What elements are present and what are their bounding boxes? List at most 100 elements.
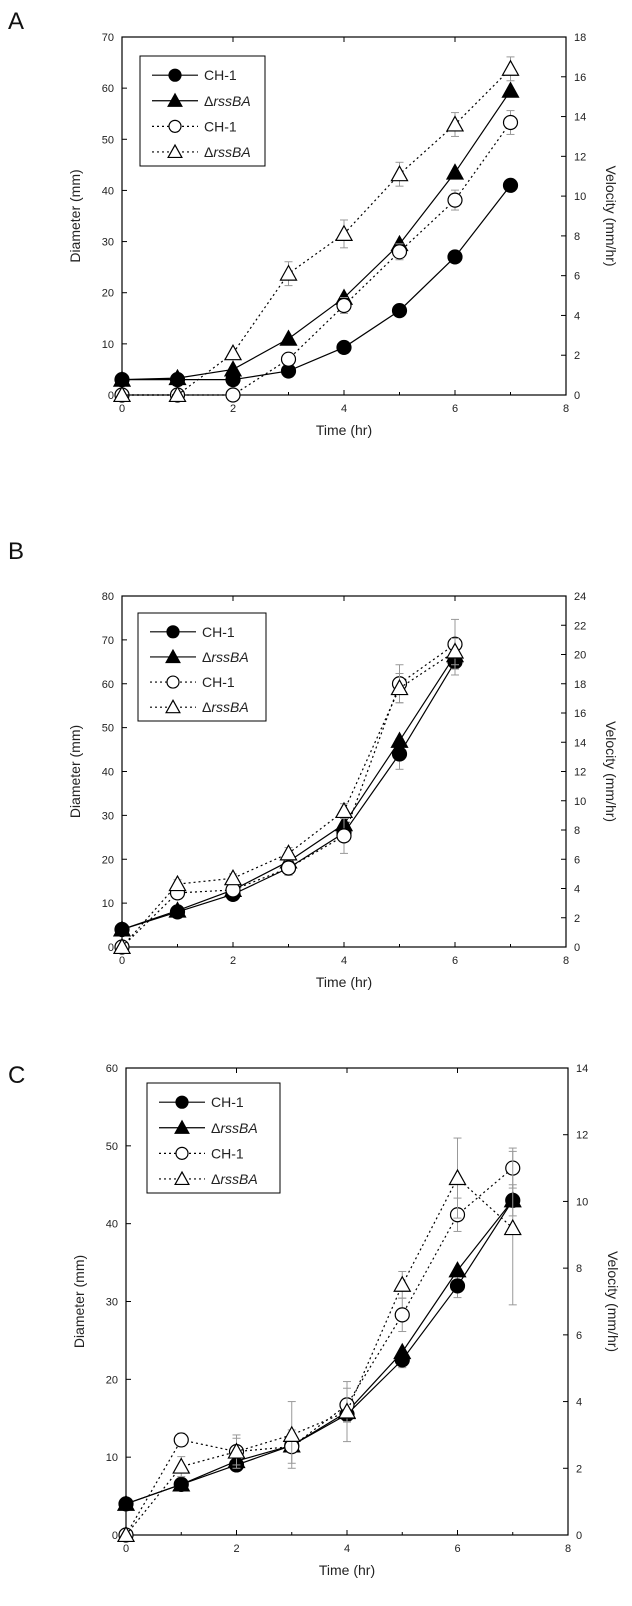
- legend-label: CH-1: [202, 674, 235, 690]
- data-point: [279, 329, 298, 346]
- data-point: [334, 801, 354, 819]
- data-point: [223, 360, 243, 377]
- legend-label-prefix: Δ: [202, 649, 211, 665]
- data-point: [173, 1432, 189, 1448]
- data-point: [168, 901, 187, 918]
- y-axis-label: Diameter (mm): [71, 1255, 87, 1348]
- y2-tick-label: 2: [574, 913, 580, 925]
- y2-tick-label: 10: [574, 191, 586, 203]
- y-tick-label: 10: [102, 898, 114, 910]
- series-4: [112, 56, 520, 403]
- legend-box: [146, 1082, 281, 1194]
- y-tick-label: 50: [102, 723, 114, 735]
- x-tick-label: 6: [454, 1543, 460, 1555]
- legend-label-italic: rssBA: [213, 144, 250, 160]
- legend-label: ΔrssBA: [211, 1120, 258, 1136]
- legend-label: ΔrssBA: [202, 699, 249, 715]
- x-tick-label: 8: [563, 955, 569, 967]
- y2-tick-label: 20: [574, 650, 586, 662]
- data-point: [445, 163, 465, 180]
- y2-tick-label: 22: [574, 620, 586, 632]
- legend-marker: [168, 119, 182, 133]
- y-tick-label: 70: [102, 635, 114, 647]
- y2-axis-label: Velocity (mm/hr): [603, 165, 619, 266]
- legend-label: ΔrssBA: [204, 93, 251, 109]
- y2-tick-label: 18: [574, 679, 586, 691]
- legend: CH-1 ΔrssBA CH-1 ΔrssBA: [139, 55, 266, 167]
- legend-marker: [175, 1146, 189, 1160]
- x-axis-label: Time (hr): [316, 422, 372, 438]
- y-tick-label: 50: [102, 134, 114, 146]
- data-point: [445, 642, 465, 659]
- y2-tick-label: 0: [574, 390, 580, 402]
- legend-marker: [175, 1095, 189, 1109]
- y-tick-label: 60: [102, 83, 114, 95]
- data-point: [172, 1475, 191, 1492]
- series-4: [112, 637, 465, 955]
- legend-marker: [167, 143, 183, 159]
- data-point: [390, 678, 409, 696]
- y2-tick-label: 18: [574, 32, 586, 44]
- legend-label-italic: rssBA: [220, 1120, 257, 1136]
- data-point: [390, 164, 409, 182]
- legend-label-prefix: Δ: [204, 144, 213, 160]
- legend-label-italic: rssBA: [211, 649, 248, 665]
- data-point: [501, 81, 520, 98]
- data-point: [502, 177, 519, 193]
- data-point: [168, 368, 187, 386]
- legend-label: CH-1: [211, 1145, 244, 1161]
- x-tick-label: 8: [563, 403, 569, 415]
- y2-tick-label: 8: [576, 1263, 582, 1275]
- data-point: [393, 1275, 412, 1292]
- y2-axis-label: Velocity (mm/hr): [605, 1251, 621, 1352]
- y-tick-label: 20: [102, 854, 114, 866]
- y-tick-label: 10: [102, 339, 114, 351]
- legend: CH-1 ΔrssBA CH-1 ΔrssBA: [137, 612, 267, 722]
- data-point: [116, 1525, 136, 1543]
- legend-label: ΔrssBA: [211, 1171, 258, 1187]
- legend-label: CH-1: [202, 624, 235, 640]
- y2-tick-label: 12: [576, 1130, 588, 1142]
- y-tick-label: 70: [102, 32, 114, 44]
- data-point: [447, 192, 463, 208]
- y2-tick-label: 16: [574, 708, 586, 720]
- data-point: [448, 1261, 467, 1278]
- data-point: [227, 1442, 246, 1459]
- legend-label-prefix: Δ: [202, 699, 211, 715]
- y2-tick-label: 8: [574, 231, 580, 243]
- data-point: [280, 351, 297, 367]
- data-point: [225, 387, 241, 403]
- series-line: [125, 1199, 514, 1505]
- legend-label-italic: rssBA: [213, 93, 250, 109]
- y2-tick-label: 10: [576, 1196, 588, 1208]
- data-point: [112, 385, 132, 403]
- y2-tick-label: 14: [574, 737, 586, 749]
- y2-tick-label: 14: [574, 112, 586, 124]
- x-tick-label: 6: [452, 955, 458, 967]
- data-point: [447, 249, 463, 265]
- legend-label-italic: rssBA: [211, 699, 248, 715]
- legend-marker: [166, 625, 180, 639]
- chart-panel-b: 0 2 4 6 801020304050607080024681012141618202…: [67, 591, 619, 990]
- y2-axis-label: Velocity (mm/hr): [603, 721, 619, 822]
- y2-tick-label: 14: [576, 1063, 588, 1075]
- x-tick-label: 8: [565, 1543, 571, 1555]
- x-tick-label: 2: [230, 403, 236, 415]
- y2-tick-label: 6: [574, 854, 580, 866]
- y2-tick-label: 6: [576, 1330, 582, 1342]
- series-4: [116, 1137, 522, 1543]
- data-point: [391, 303, 408, 319]
- data-point: [172, 1457, 191, 1474]
- y2-tick-label: 8: [574, 825, 580, 837]
- y-axis-label: Diameter (mm): [67, 169, 83, 262]
- y-tick-label: 80: [102, 591, 114, 603]
- series-line: [125, 1199, 514, 1505]
- legend-marker: [166, 675, 180, 689]
- data-point: [279, 844, 298, 861]
- legend-marker: [174, 1119, 190, 1134]
- y2-tick-label: 10: [574, 796, 586, 808]
- series-line: [121, 90, 511, 381]
- data-point: [279, 264, 298, 281]
- data-point: [168, 874, 187, 892]
